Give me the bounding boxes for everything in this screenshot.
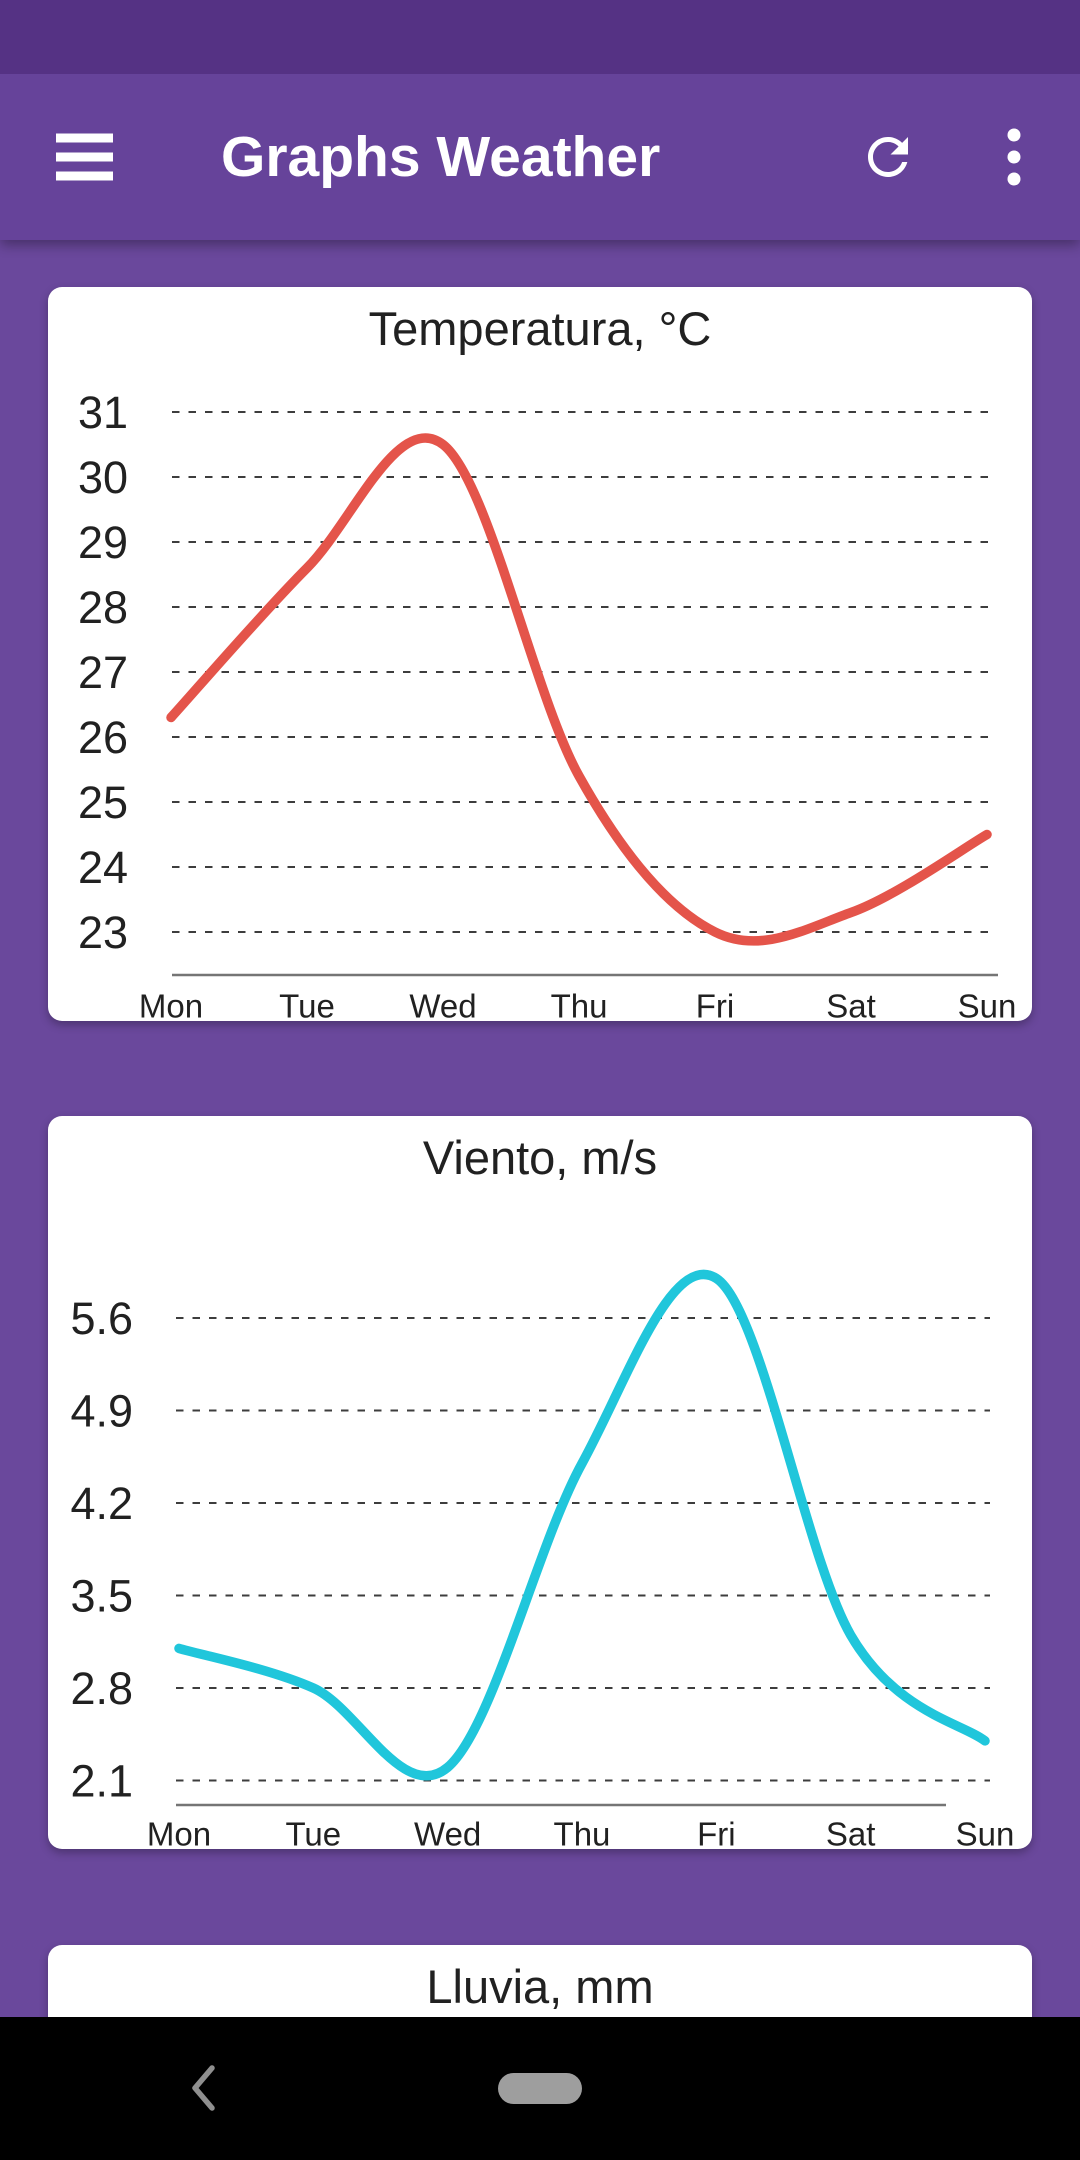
svg-text:Wed: Wed: [409, 988, 476, 1025]
svg-text:Fri: Fri: [697, 1816, 735, 1853]
android-navigation-bar: [0, 2017, 1080, 2160]
svg-text:Wed: Wed: [414, 1816, 481, 1853]
svg-text:Tue: Tue: [286, 1816, 342, 1853]
svg-text:31: 31: [78, 387, 128, 438]
app-bar: Graphs Weather: [0, 74, 1080, 240]
page-title: Graphs Weather: [221, 125, 661, 189]
wind-line-chart[interactable]: 5.6 4.9 4.2 3.5 2.8 2.1 Mon Tue Wed Thu Fri Sat Sun: [48, 1196, 1032, 1853]
menu-bar-middle: [56, 152, 113, 162]
menu-bar-bottom: [56, 171, 113, 181]
svg-text:30: 30: [78, 452, 128, 503]
temperature-chart-card: Temperatura, °C 31 30 29 28 27 26 25 24 23 Mon Tue…: [48, 287, 1032, 1025]
svg-text:24: 24: [78, 842, 128, 893]
wind-chart-card: Viento, m/s 5.6 4.9 4.2 3.5 2.8 2.1 Mon Tue Wed T…: [48, 1116, 1032, 1853]
svg-text:26: 26: [78, 712, 128, 763]
svg-text:Sat: Sat: [826, 988, 876, 1025]
svg-text:Sun: Sun: [956, 1816, 1015, 1853]
hamburger-menu-icon[interactable]: [56, 133, 113, 181]
home-pill[interactable]: [498, 2073, 582, 2104]
svg-text:Sun: Sun: [958, 988, 1017, 1025]
status-bar: [0, 0, 1080, 74]
rain-chart-title: Lluvia, mm: [426, 1960, 654, 2013]
temperature-chart-title: Temperatura, °C: [368, 302, 712, 355]
svg-text:3.5: 3.5: [70, 1570, 133, 1621]
back-icon[interactable]: [188, 2064, 218, 2112]
svg-text:Mon: Mon: [147, 1816, 211, 1853]
refresh-icon[interactable]: [858, 127, 918, 187]
menu-bar-top: [56, 133, 113, 143]
svg-text:Sat: Sat: [826, 1816, 876, 1853]
svg-text:5.6: 5.6: [70, 1293, 133, 1344]
svg-text:Thu: Thu: [551, 988, 608, 1025]
svg-text:2.8: 2.8: [70, 1663, 133, 1714]
svg-text:28: 28: [78, 582, 128, 633]
temperature-line-chart[interactable]: 31 30 29 28 27 26 25 24 23 Mon Tue Wed Thu Fri Sat Sun: [48, 367, 1032, 1025]
svg-text:27: 27: [78, 647, 128, 698]
wind-chart-title: Viento, m/s: [422, 1131, 658, 1184]
overflow-menu-icon[interactable]: [994, 126, 1034, 188]
svg-text:29: 29: [78, 517, 128, 568]
svg-text:25: 25: [78, 777, 128, 828]
svg-text:Thu: Thu: [554, 1816, 611, 1853]
svg-text:2.1: 2.1: [70, 1755, 133, 1806]
svg-text:Tue: Tue: [279, 988, 335, 1025]
svg-text:Fri: Fri: [696, 988, 734, 1025]
svg-text:4.2: 4.2: [70, 1478, 133, 1529]
svg-text:23: 23: [78, 907, 128, 958]
svg-text:4.9: 4.9: [70, 1385, 133, 1436]
svg-text:Mon: Mon: [139, 988, 203, 1025]
